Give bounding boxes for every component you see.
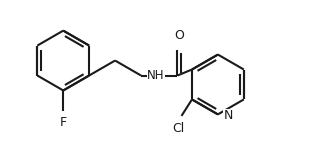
Text: F: F <box>60 116 67 129</box>
Text: N: N <box>223 109 233 122</box>
Text: NH: NH <box>147 69 165 82</box>
Text: O: O <box>174 29 184 42</box>
Text: Cl: Cl <box>172 122 185 135</box>
